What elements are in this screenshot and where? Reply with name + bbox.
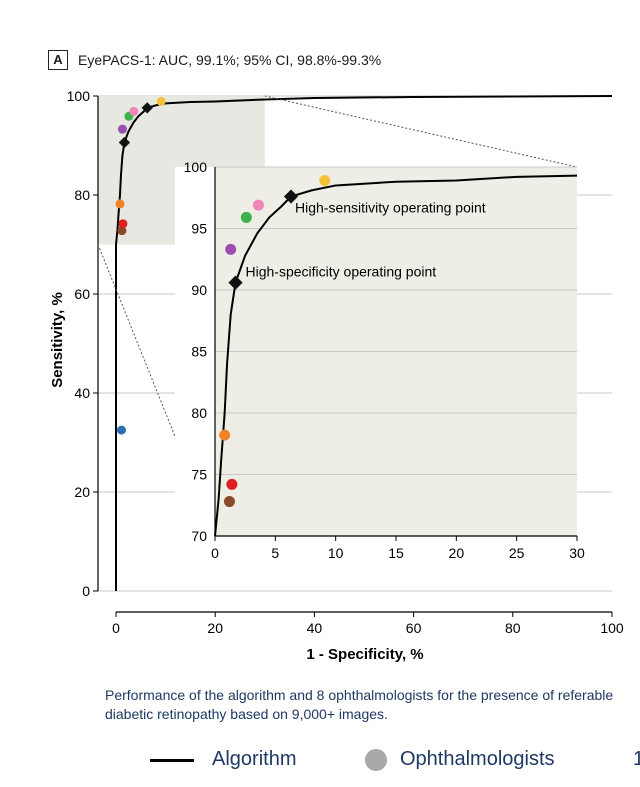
operating-point-label: High-specificity operating point bbox=[246, 264, 437, 280]
ophthalmologist-point bbox=[115, 199, 125, 209]
inset-y-tick-label: 75 bbox=[191, 467, 207, 483]
ophthalmologists-legend-label: Ophthalmologists bbox=[400, 748, 555, 770]
y-axis-label: Sensitivity, % bbox=[49, 292, 66, 388]
main-y-tick-label: 60 bbox=[74, 286, 90, 302]
main-y-tick-label: 80 bbox=[74, 187, 90, 203]
inset-y-tick-label: 100 bbox=[184, 159, 208, 175]
zoom-connector bbox=[264, 95, 578, 168]
inset-y-tick-label: 85 bbox=[191, 344, 207, 360]
ophthalmologist-point bbox=[117, 124, 127, 134]
ophthalmologist-point bbox=[129, 106, 139, 116]
ophthalmologist-point bbox=[223, 496, 235, 508]
ophthalmologist-legend-dot bbox=[365, 749, 387, 771]
main-x-tick-label: 20 bbox=[207, 620, 223, 636]
inset-y-tick-label: 80 bbox=[191, 405, 207, 421]
inset-y-tick-label: 70 bbox=[191, 528, 207, 544]
ophthalmologist-point bbox=[117, 226, 127, 236]
ophthalmologist-point bbox=[219, 429, 231, 441]
ophthalmologist-point bbox=[240, 211, 252, 223]
ophthalmologist-point bbox=[319, 175, 331, 187]
main-y-tick-label: 40 bbox=[74, 385, 90, 401]
inset-x-tick-label: 25 bbox=[509, 545, 525, 561]
main-x-tick-label: 60 bbox=[406, 620, 422, 636]
panel-letter: A bbox=[48, 50, 68, 70]
main-x-tick-label: 80 bbox=[505, 620, 521, 636]
inset-y-tick-label: 90 bbox=[191, 282, 207, 298]
main-x-tick-label: 0 bbox=[112, 620, 120, 636]
legend: Algorithm Ophthalmologists 1 bbox=[150, 745, 640, 775]
ophthalmologist-point bbox=[252, 199, 264, 211]
ophthalmologist-point bbox=[118, 219, 128, 229]
ophthalmologist-point bbox=[116, 425, 126, 435]
inset-x-tick-label: 20 bbox=[449, 545, 465, 561]
operating-point-label: High-sensitivity operating point bbox=[295, 200, 486, 216]
main-y-tick-label: 100 bbox=[67, 88, 91, 104]
inset-x-tick-label: 5 bbox=[271, 545, 279, 561]
algorithm-legend-label: Algorithm bbox=[212, 748, 297, 770]
legend-extra-text: 1 bbox=[633, 748, 640, 770]
inset-x-tick-label: 0 bbox=[211, 545, 219, 561]
inset-x-tick-label: 10 bbox=[328, 545, 344, 561]
ophthalmologist-point bbox=[225, 243, 237, 255]
x-axis-label: 1 - Specificity, % bbox=[306, 646, 423, 663]
algorithm-curve bbox=[115, 95, 613, 591]
inset-y-tick-label: 95 bbox=[191, 221, 207, 237]
main-y-tick-label: 20 bbox=[74, 484, 90, 500]
operating-point-marker bbox=[283, 189, 299, 204]
main-x-tick-label: 100 bbox=[600, 620, 624, 636]
inset-x-tick-label: 30 bbox=[569, 545, 585, 561]
ophthalmologist-point bbox=[156, 96, 166, 106]
main-x-tick-label: 40 bbox=[307, 620, 323, 636]
inset-x-tick-label: 15 bbox=[388, 545, 404, 561]
operating-point-marker bbox=[228, 275, 243, 290]
inset-algorithm-curve bbox=[214, 174, 578, 537]
panel-title: A EyePACS-1: AUC, 99.1%; 95% CI, 98.8%-9… bbox=[48, 50, 381, 70]
main-y-tick-label: 0 bbox=[82, 583, 90, 599]
algorithm-legend-line bbox=[150, 759, 194, 762]
chart-title: EyePACS-1: AUC, 99.1%; 95% CI, 98.8%-99.… bbox=[78, 52, 382, 68]
ophthalmologist-point bbox=[226, 478, 238, 490]
figure-caption: Performance of the algorithm and 8 ophth… bbox=[105, 687, 614, 722]
